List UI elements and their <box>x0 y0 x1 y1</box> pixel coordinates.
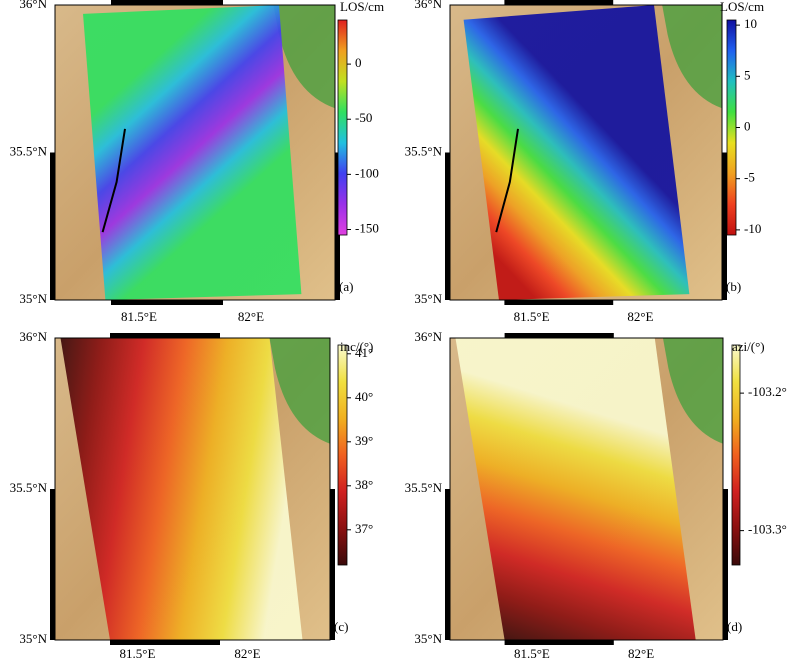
lat-label: 35°N <box>414 291 442 306</box>
footprint <box>60 338 303 640</box>
lat-label: 35.5°N <box>10 143 48 158</box>
frame-bar <box>110 333 220 338</box>
colorbar-tick-label: 38° <box>355 477 373 492</box>
colorbar-tick-label: 10 <box>744 16 757 31</box>
frame-bar <box>110 640 220 645</box>
fault-trace <box>495 128 519 233</box>
colorbar-tick-label: -10 <box>744 221 761 236</box>
frame-bar <box>445 489 450 640</box>
lat-label: 35.5°N <box>10 480 48 495</box>
lon-label: 81.5°E <box>121 309 157 324</box>
lat-label: 36°N <box>414 329 442 344</box>
vegetation <box>662 338 723 444</box>
colorbar-tick-label: -103.2° <box>748 384 787 399</box>
frame-bar <box>445 152 450 300</box>
frame-bar <box>330 489 335 640</box>
colorbar-tick-label: -5 <box>744 170 755 185</box>
colorbar <box>726 19 737 236</box>
frame-bar <box>50 152 55 300</box>
lon-label: 82°E <box>627 309 653 324</box>
panel-label: (a) <box>339 279 353 294</box>
panel-label: (b) <box>726 279 741 294</box>
colorbar-tick-label: 0 <box>355 55 362 70</box>
lat-label: 35°N <box>19 631 47 646</box>
frame-bar <box>111 0 223 5</box>
footprint <box>463 5 690 300</box>
colorbar <box>337 19 348 236</box>
colorbar-tick-label: -150 <box>355 220 379 235</box>
footprint <box>83 5 302 300</box>
lon-label: 81.5°E <box>514 646 550 660</box>
lat-label: 35.5°N <box>405 143 443 158</box>
colorbar-tick-label: 37° <box>355 521 373 536</box>
lon-label: 81.5°E <box>514 309 550 324</box>
colorbar-tick-label: 41° <box>355 345 373 360</box>
colorbar-tick-label: 40° <box>355 389 373 404</box>
colorbar-tick-label: 5 <box>744 67 751 82</box>
lat-label: 36°N <box>414 0 442 11</box>
lon-label: 81.5°E <box>120 646 156 660</box>
colorbar-title: inc/(°) <box>340 339 373 354</box>
footprint <box>455 338 696 640</box>
frame-bar <box>504 640 614 645</box>
lat-label: 36°N <box>19 329 47 344</box>
colorbar-tick-label: -50 <box>355 110 372 125</box>
lat-label: 36°N <box>19 0 47 11</box>
frame-bar <box>504 0 614 5</box>
colorbar-title: LOS/cm <box>720 0 764 14</box>
frame-bar <box>722 152 727 300</box>
frame-bar <box>504 333 614 338</box>
frame-bar <box>50 489 55 640</box>
vegetation <box>662 5 722 109</box>
lat-label: 35°N <box>414 631 442 646</box>
frame-bar <box>504 300 614 305</box>
colorbar <box>337 344 348 566</box>
fault-trace <box>101 128 126 233</box>
lon-label: 82°E <box>628 646 654 660</box>
frame-bar <box>723 489 728 640</box>
colorbar-tick-label: -100 <box>355 165 379 180</box>
colorbar-tick-label: -103.3° <box>748 522 787 537</box>
colorbar-tick-label: 39° <box>355 433 373 448</box>
lat-label: 35.5°N <box>405 480 443 495</box>
panel-label: (d) <box>727 619 742 634</box>
panel-label: (c) <box>334 619 348 634</box>
lat-label: 35°N <box>19 291 47 306</box>
lon-label: 82°E <box>238 309 264 324</box>
colorbar-title: LOS/cm <box>340 0 384 14</box>
frame-bar <box>335 152 340 300</box>
colorbar-tick-label: 0 <box>744 118 751 133</box>
vegetation <box>273 5 335 109</box>
vegetation <box>269 338 330 444</box>
lon-label: 82°E <box>234 646 260 660</box>
colorbar-title: azi/(°) <box>732 339 765 354</box>
colorbar <box>731 344 741 566</box>
frame-bar <box>111 300 223 305</box>
